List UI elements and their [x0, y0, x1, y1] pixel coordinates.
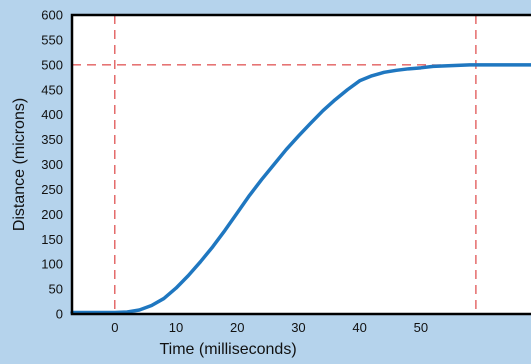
y-axis-ticks: 0 50 100 150 200 250 300 350 400 450 500 550 600 — [41, 8, 63, 322]
y-tick-label: 250 — [41, 182, 63, 197]
y-tick-label: 100 — [41, 257, 63, 272]
y-tick-label: 150 — [41, 232, 63, 247]
plot-area — [72, 15, 531, 314]
x-tick-label: 30 — [291, 320, 305, 335]
y-tick-label: 500 — [41, 57, 63, 72]
x-axis-ticks: 0 10 20 30 40 50 — [111, 320, 428, 335]
y-tick-label: 450 — [41, 82, 63, 97]
y-tick-label: 550 — [41, 32, 63, 47]
x-tick-label: 20 — [230, 320, 244, 335]
y-axis-title: Distance (microns) — [11, 98, 28, 231]
y-tick-label: 400 — [41, 107, 63, 122]
y-tick-label: 600 — [41, 8, 63, 23]
y-tick-label: 200 — [41, 207, 63, 222]
x-tick-label: 0 — [111, 320, 118, 335]
x-tick-label: 50 — [414, 320, 428, 335]
y-tick-label: 0 — [56, 307, 63, 322]
y-tick-label: 300 — [41, 157, 63, 172]
y-tick-label: 350 — [41, 132, 63, 147]
x-tick-label: 10 — [169, 320, 183, 335]
y-tick-label: 50 — [49, 282, 63, 297]
x-tick-label: 40 — [352, 320, 366, 335]
x-axis-title: Time (milliseconds) — [159, 341, 296, 358]
